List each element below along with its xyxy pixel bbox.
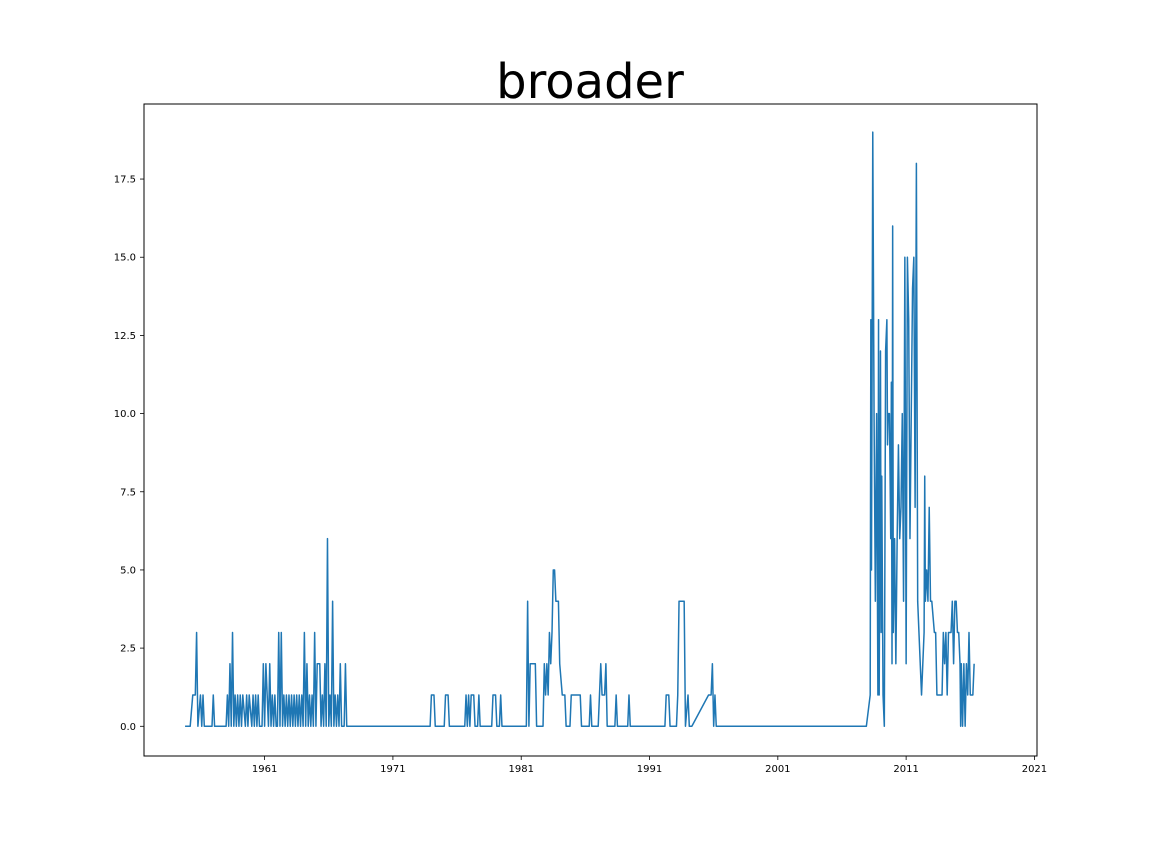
y-tick-label: 7.5 [120, 487, 136, 498]
x-tick-label: 2021 [1022, 764, 1047, 775]
x-tick-label: 1971 [380, 764, 405, 775]
y-tick-label: 12.5 [114, 331, 136, 342]
y-tick-label: 0.0 [120, 722, 136, 733]
y-tick-label: 2.5 [120, 644, 136, 655]
y-axis: 0.0 2.5 5.0 7.5 10.0 12.5 15.0 17.5 [114, 175, 144, 733]
plot-frame [143, 103, 1038, 757]
plot-area [185, 131, 975, 728]
x-tick-label: 1981 [508, 764, 533, 775]
x-tick-label: 1991 [637, 764, 662, 775]
y-tick-label: 15.0 [114, 253, 136, 264]
y-tick-label: 10.0 [114, 409, 136, 420]
x-tick-label: 1961 [252, 764, 277, 775]
x-tick-label: 2011 [893, 764, 918, 775]
y-tick-label: 5.0 [120, 565, 136, 576]
x-tick-label: 2001 [765, 764, 790, 775]
chart-title: broader [496, 54, 684, 110]
x-axis: 1961 1971 1981 1991 2001 2011 2021 [252, 756, 1047, 775]
series-line-0 [185, 131, 975, 728]
y-tick-label: 17.5 [114, 175, 136, 186]
